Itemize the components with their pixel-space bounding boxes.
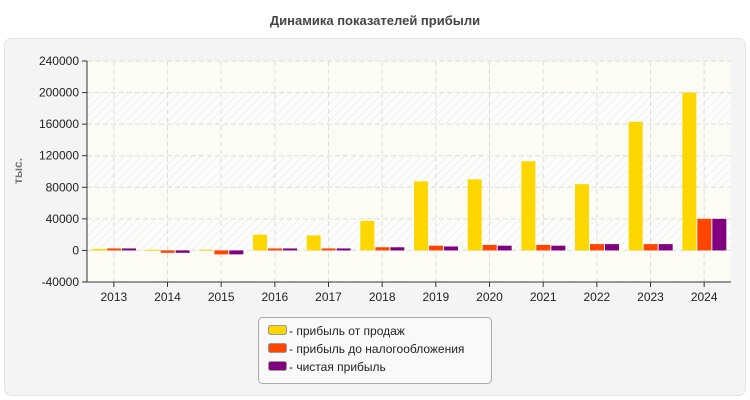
plot-area	[87, 61, 731, 282]
bar-sales-2019	[414, 181, 428, 251]
y-tick-label: 240000	[39, 54, 79, 68]
y-axis-label: тыс.	[11, 158, 25, 184]
bar-net-2020	[497, 245, 512, 251]
legend-item: - прибыль от продаж	[289, 324, 405, 338]
x-tick-label: 2016	[261, 290, 288, 304]
bar-net-2016	[283, 248, 297, 251]
bar-sales-2024	[682, 92, 697, 251]
y-tick-label: 200000	[39, 86, 79, 100]
legend-swatch	[268, 343, 287, 353]
bar-sales-2015	[199, 249, 214, 251]
x-tick-label: 2018	[369, 290, 396, 304]
y-tick-label: -40000	[42, 275, 80, 289]
plot-bands	[87, 61, 731, 282]
bar-pretax-2021	[536, 244, 551, 251]
bar-pretax-2016	[268, 248, 282, 251]
x-tick-label: 2013	[100, 290, 127, 304]
legend-item: - чистая прибыль	[289, 360, 386, 374]
bar-sales-2016	[253, 234, 267, 251]
x-tick-label: 2015	[208, 290, 235, 304]
bar-net-2015	[229, 250, 244, 255]
x-tick-label: 2020	[476, 290, 503, 304]
bar-sales-2013	[92, 248, 106, 251]
bar-sales-2014	[145, 249, 160, 251]
y-tick-label: 0	[72, 243, 79, 257]
x-tick-label: 2019	[422, 290, 449, 304]
y-tick-label: 120000	[39, 149, 79, 163]
x-tick-label: 2023	[637, 290, 664, 304]
bar-pretax-2013	[107, 248, 121, 251]
bar-pretax-2014	[160, 250, 175, 253]
legend-item: - прибыль до налогообложения	[289, 342, 464, 356]
chart-title: Динамика показателей прибыли	[270, 13, 480, 28]
bar-net-2024	[712, 218, 727, 251]
bar-net-2019	[444, 246, 458, 251]
legend	[258, 317, 492, 384]
bars	[92, 92, 727, 255]
x-tick-label: 2022	[583, 290, 610, 304]
bar-pretax-2017	[321, 248, 336, 251]
x-tick-label: 2021	[530, 290, 557, 304]
bar-sales-2022	[575, 184, 589, 251]
bar-net-2017	[336, 248, 351, 251]
y-tick-label: 80000	[46, 180, 80, 194]
bar-sales-2023	[628, 121, 643, 251]
bar-sales-2018	[360, 220, 375, 251]
y-tick-label: 160000	[39, 117, 79, 131]
bar-sales-2020	[467, 179, 482, 251]
bar-pretax-2022	[590, 244, 604, 251]
legend-swatch	[268, 325, 287, 335]
bar-net-2018	[390, 247, 405, 251]
bar-pretax-2020	[482, 244, 497, 251]
legend-swatch	[268, 361, 287, 371]
plot-band	[87, 250, 731, 282]
bar-pretax-2023	[643, 244, 658, 251]
bar-net-2013	[122, 248, 136, 251]
bar-pretax-2015	[214, 250, 229, 255]
bar-sales-2017	[306, 235, 321, 251]
x-tick-label: 2017	[315, 290, 342, 304]
bar-net-2021	[551, 245, 566, 251]
x-tick-label: 2014	[154, 290, 181, 304]
bar-pretax-2019	[429, 245, 443, 251]
x-tick-label: 2024	[691, 290, 718, 304]
grid-lines	[87, 60, 731, 283]
bar-net-2022	[605, 244, 619, 251]
plot-band	[87, 187, 731, 219]
plot-band	[87, 124, 731, 156]
axes: 240000 200000 160000 120000 80000 40000 0 -4000…	[39, 54, 731, 304]
y-tick-label: 40000	[46, 212, 80, 226]
plot-band	[87, 61, 731, 93]
bar-net-2023	[658, 244, 673, 251]
bar-pretax-2018	[375, 247, 390, 251]
bar-pretax-2024	[697, 218, 712, 251]
bar-sales-2021	[521, 161, 536, 251]
bar-net-2014	[175, 250, 190, 253]
